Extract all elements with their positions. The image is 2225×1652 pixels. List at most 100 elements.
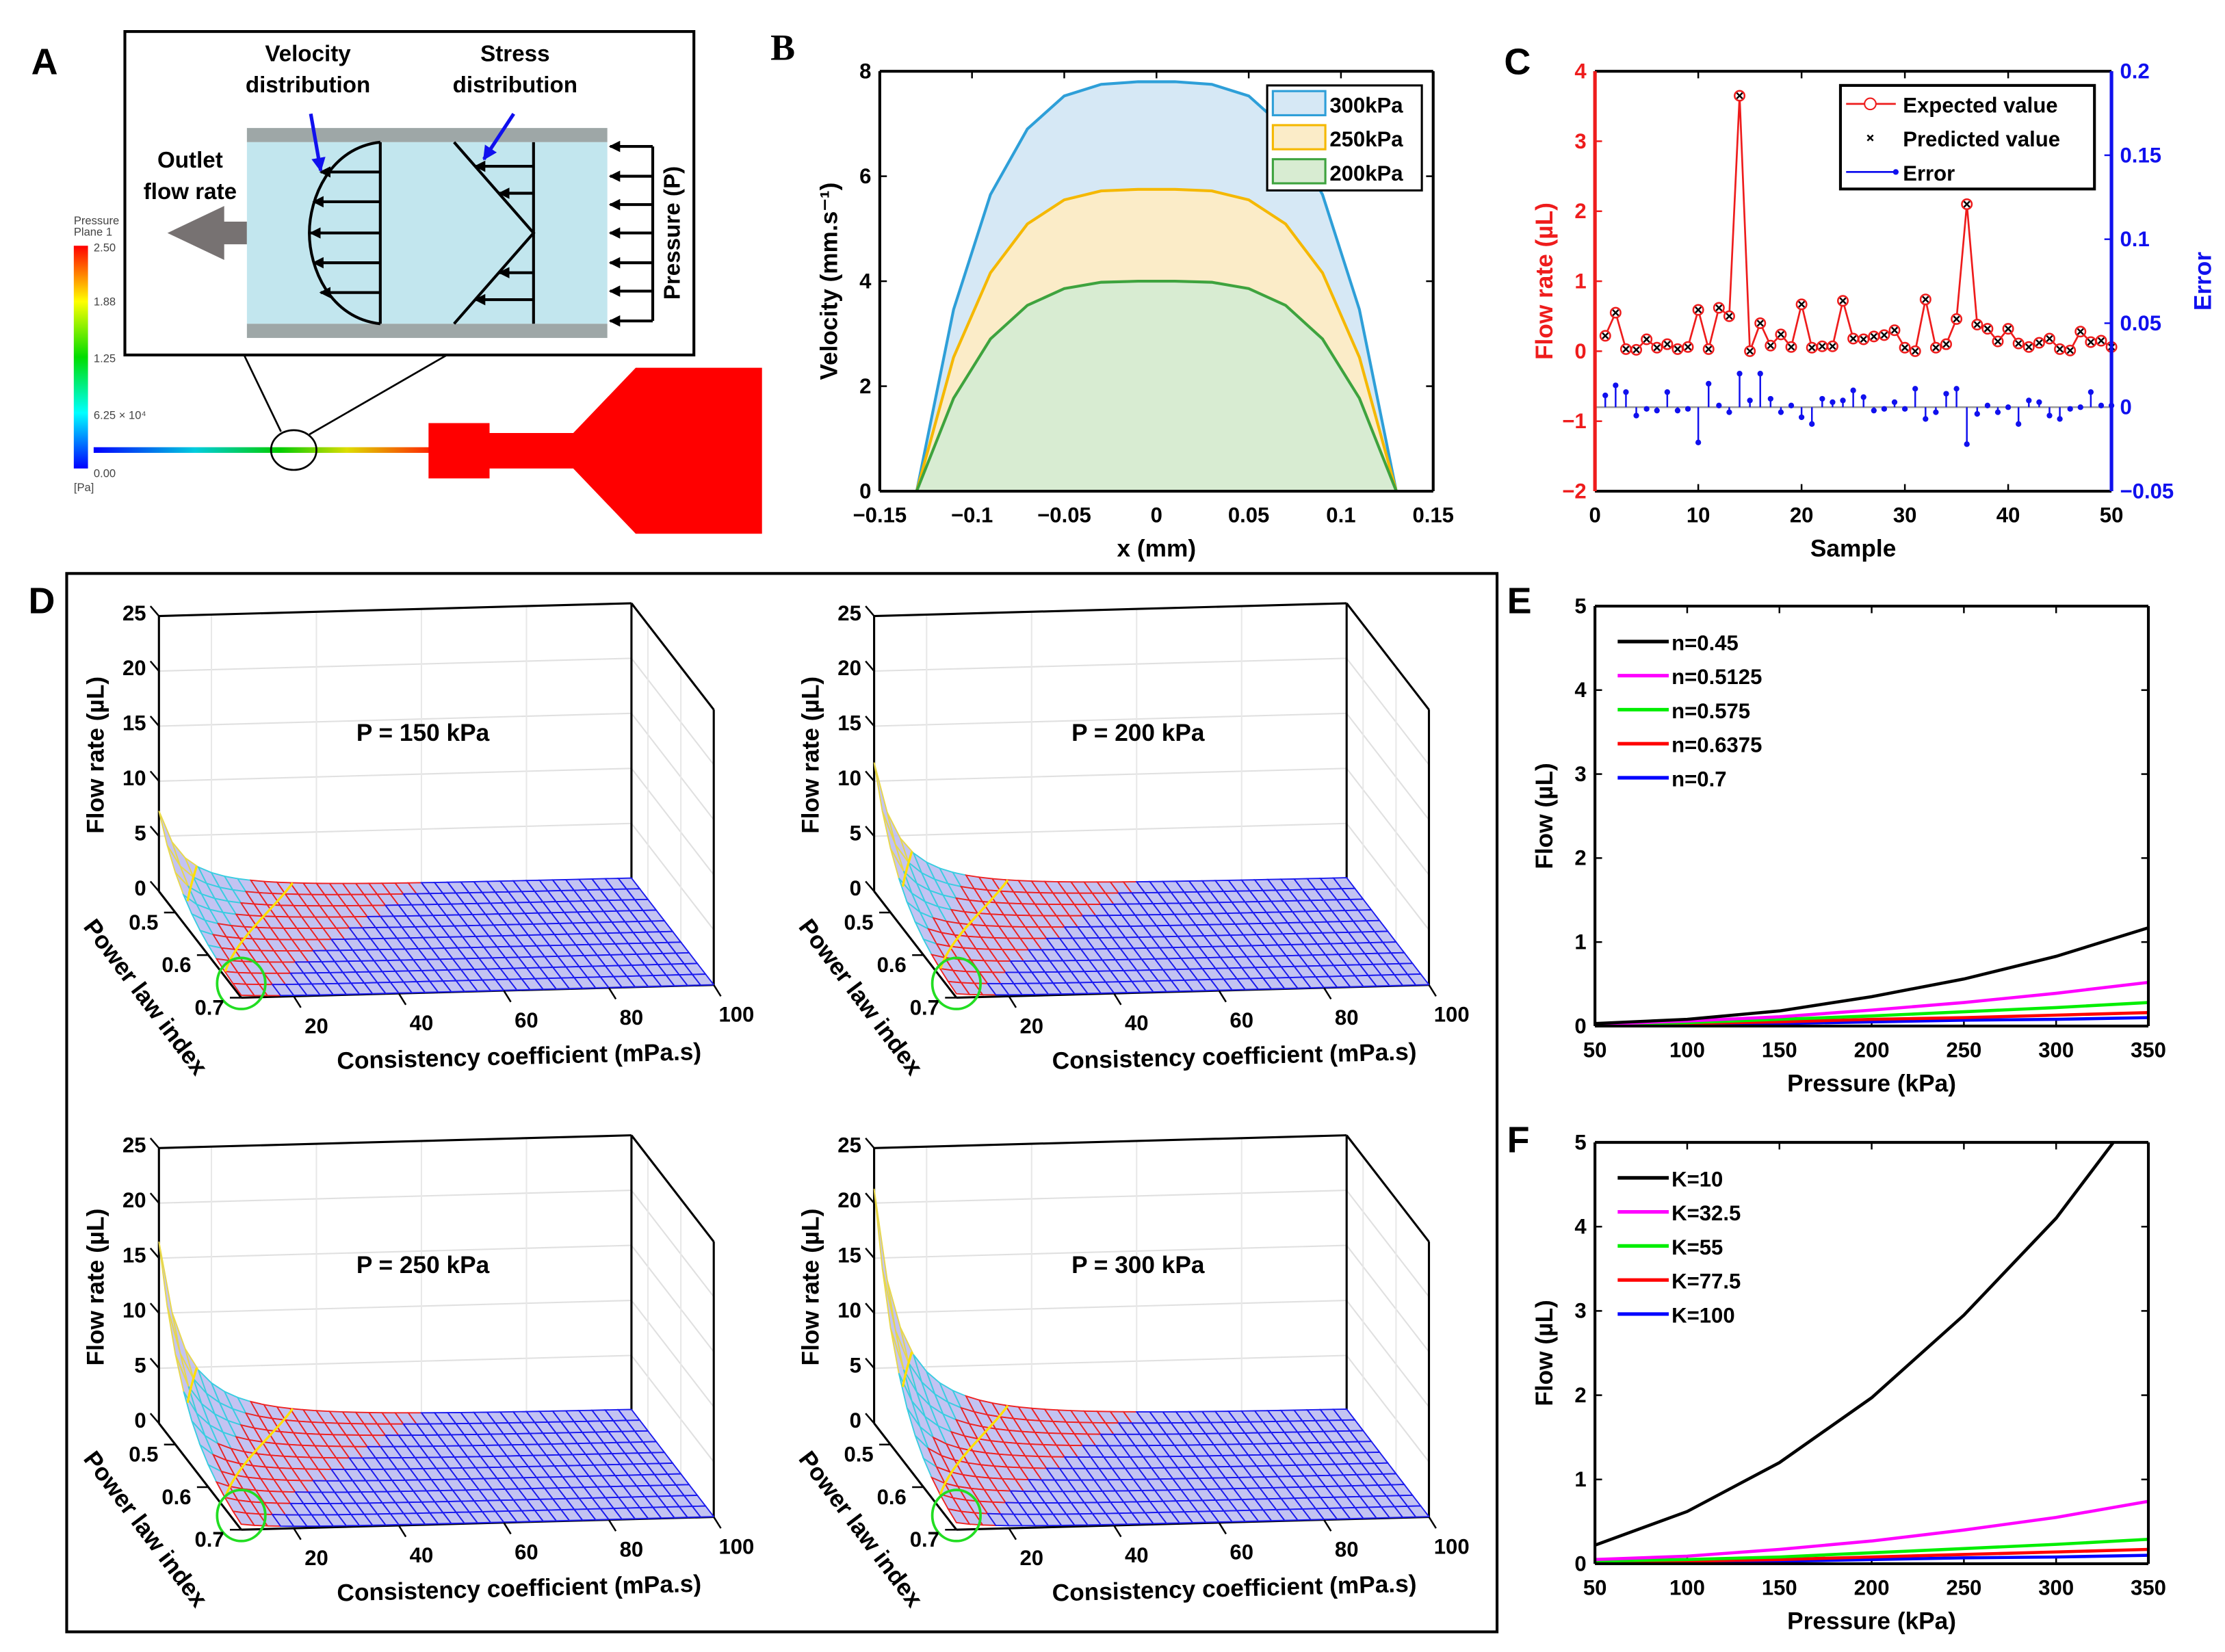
predicted-value-marker — [1973, 321, 1981, 328]
box-edge — [159, 602, 632, 618]
error-point — [1695, 439, 1702, 445]
surface-cell — [1406, 1505, 1431, 1518]
y-tick-label: 0.6 — [161, 1485, 191, 1509]
predicted-value-marker — [1819, 343, 1826, 350]
error-point — [1798, 414, 1805, 421]
x-tick-label: 100 — [1434, 1003, 1470, 1027]
box-edge — [874, 1134, 1347, 1149]
colorbar-title-line2: Plane 1 — [74, 226, 112, 239]
z-axis-label: Flow rate (µL) — [798, 1209, 824, 1366]
legend-label: K=10 — [1671, 1167, 1723, 1191]
error-point — [2087, 389, 2094, 395]
x-tick-label: 100 — [718, 1534, 754, 1558]
colorbar-tick: 1.25 — [94, 352, 116, 365]
z-tick-label: 10 — [122, 1298, 146, 1322]
y-tick-label: 0 — [1574, 1014, 1586, 1038]
colorbar-tick: 6.25 × 10⁴ — [94, 408, 146, 421]
error-point — [1964, 441, 1970, 447]
legend-label: 200kPa — [1329, 161, 1403, 185]
z-tick — [865, 1247, 875, 1259]
microchannel — [93, 447, 432, 454]
highlight-circle — [216, 956, 267, 1010]
x-axis-label: Sample — [1810, 535, 1896, 562]
z-tick — [149, 826, 160, 837]
legend-label: n=0.5125 — [1671, 665, 1762, 689]
surface-plot-4: 0 5 10 15 20 25 0.50.60.7 20 40 60 80 100 Flow rate … — [794, 1133, 1470, 1613]
error-point — [1984, 402, 1991, 408]
legend-label: K=77.5 — [1671, 1270, 1741, 1294]
colorbar-tick: 0.00 — [94, 467, 116, 480]
y-tick-label: 5 — [1574, 1130, 1586, 1154]
z-tick — [865, 1357, 875, 1369]
z-tick-label: 5 — [850, 1353, 861, 1377]
grid-line — [874, 712, 1347, 727]
predicted-value-marker — [1643, 335, 1650, 343]
x-tick-label: 40 — [410, 1011, 434, 1035]
x-axis-label: Consistency coefficient (mPa.s) — [1052, 1571, 1417, 1607]
series-line-250kPa — [915, 187, 1398, 492]
panel-label-f: F — [1507, 1120, 1530, 1161]
predicted-value-marker — [1963, 200, 1970, 208]
x-tick — [1008, 1528, 1017, 1540]
error-point — [1840, 397, 1846, 404]
x-tick — [293, 1528, 302, 1540]
x-tick — [713, 1516, 722, 1529]
colorbar-title-line1: Pressure — [74, 214, 119, 227]
predicted-value-marker — [1808, 344, 1816, 352]
z-axis-label: Flow rate (µL) — [82, 1209, 109, 1366]
predicted-value-marker — [2015, 340, 2022, 348]
x-tick — [713, 984, 722, 997]
error-point — [1664, 389, 1670, 395]
y-tick-label: 2 — [1574, 1383, 1586, 1407]
predicted-value-marker — [1663, 341, 1671, 348]
nozzle-shape — [428, 367, 762, 534]
contour-line — [186, 865, 198, 902]
error-point — [1943, 391, 1949, 397]
contour-line — [939, 879, 1009, 969]
x-tick-label: 60 — [1229, 1540, 1253, 1564]
predicted-value-marker — [1632, 346, 1640, 354]
x-tick-label: 300 — [2038, 1576, 2074, 1600]
x-tick — [398, 993, 407, 1006]
x-tick-label: −0.05 — [1037, 503, 1091, 527]
x-tick-label: 150 — [1762, 1038, 1797, 1062]
grid-line — [159, 1244, 632, 1259]
channel-wall-bottom — [246, 324, 608, 339]
pressure-label: Pressure (P) — [660, 166, 685, 300]
predicted-value-marker — [1612, 309, 1619, 317]
zoom-line — [309, 354, 447, 436]
error-point — [1871, 408, 1877, 414]
z-tick — [149, 1137, 160, 1149]
x-tick-label: −0.1 — [951, 503, 993, 527]
predicted-value-marker — [1839, 297, 1847, 304]
y-axis — [873, 890, 958, 999]
y-tick-label: 2 — [1574, 846, 1586, 870]
colorbar — [73, 246, 88, 469]
velocity-title: distribution — [246, 73, 370, 98]
grid-line — [159, 657, 632, 672]
panel-label-a: A — [31, 41, 58, 82]
surface-title: P = 200 kPa — [1071, 720, 1205, 746]
surface-plot-3: 0 5 10 15 20 25 0.50.60.7 20 40 60 80 100 Flow rate … — [78, 1133, 754, 1613]
z-tick-label: 15 — [122, 711, 146, 735]
legend-swatch — [1271, 124, 1327, 150]
y-tick-label: 0 — [859, 479, 871, 503]
grid-line — [874, 768, 1347, 782]
y-tick-label: 0.7 — [194, 995, 224, 1019]
channel-fluid — [246, 142, 608, 324]
contour-line — [901, 1351, 913, 1387]
x-tick-label: 0 — [1589, 503, 1601, 527]
legend-box — [1838, 83, 2096, 191]
y-tick-label: −2 — [1562, 479, 1586, 503]
z-tick-label: 25 — [122, 1133, 146, 1157]
panel-d-frame — [65, 572, 1499, 1634]
box-edge — [159, 1134, 632, 1149]
x-tick-label: 20 — [304, 1546, 328, 1570]
highlight-circle — [216, 1489, 267, 1543]
z-tick-label: 25 — [837, 601, 861, 625]
x-tick-label: 60 — [515, 1008, 538, 1032]
y-axis — [873, 1422, 958, 1531]
predicted-value-marker — [1798, 300, 1806, 308]
error-point — [1830, 399, 1836, 406]
